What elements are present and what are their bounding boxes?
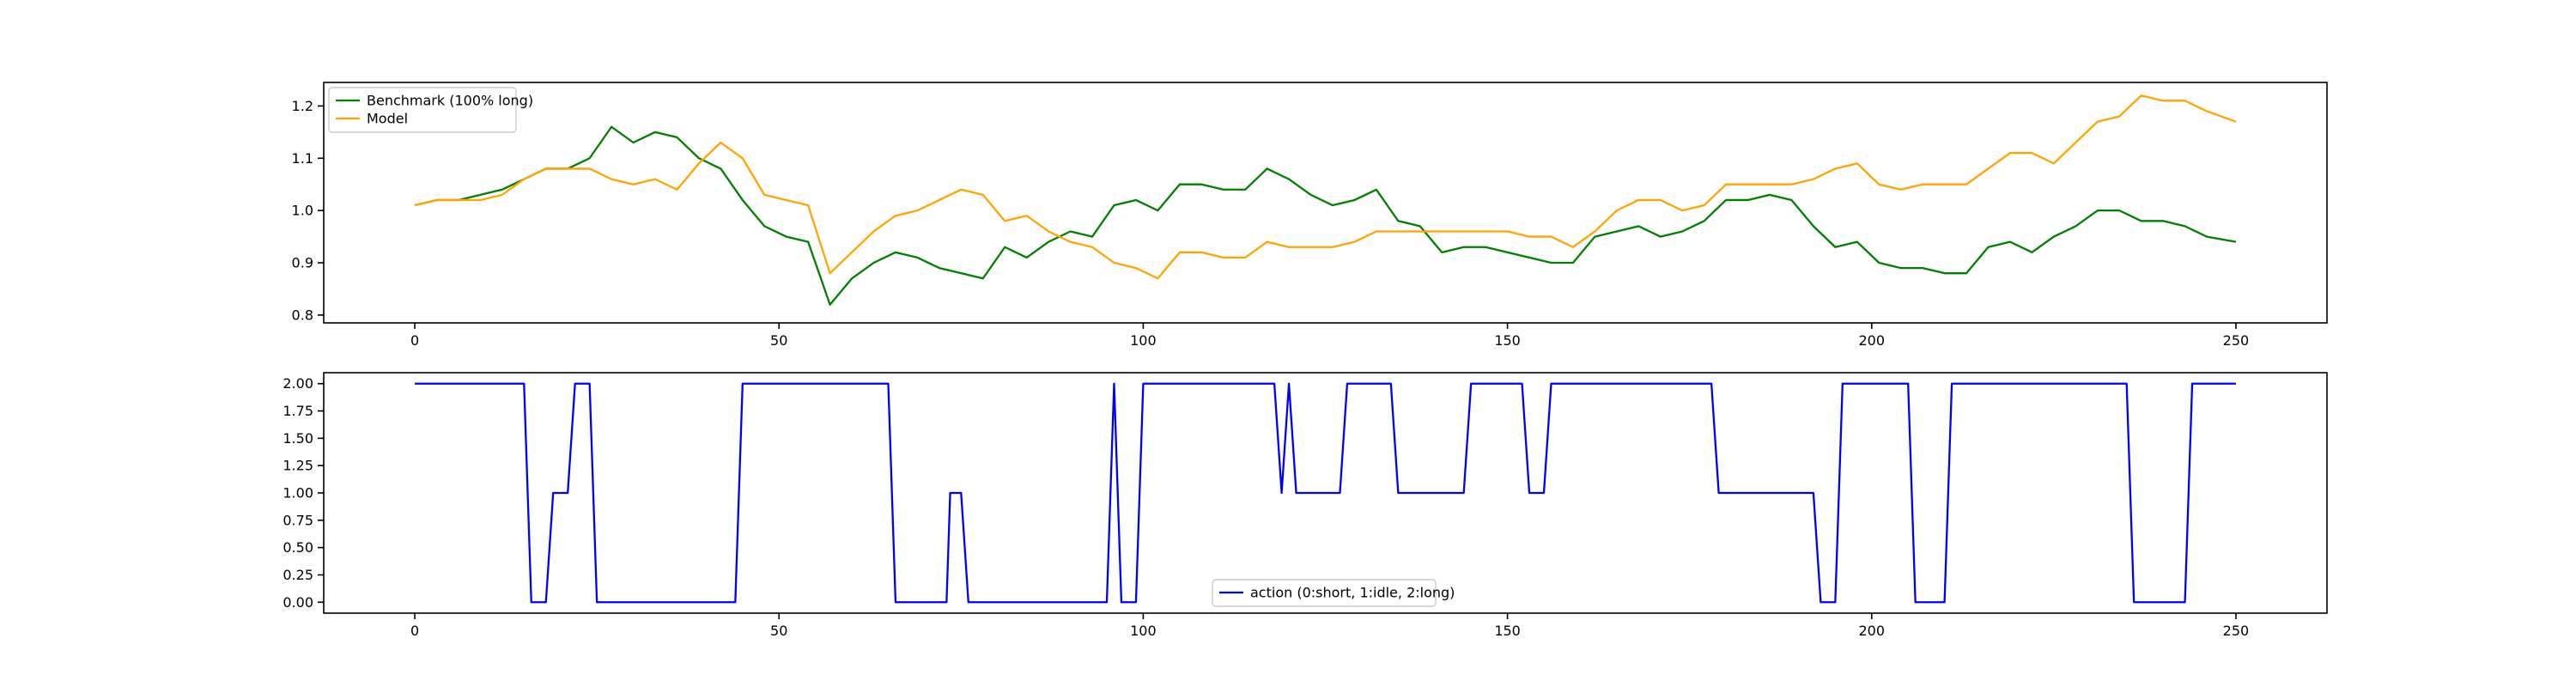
top-legend-label-model: Model xyxy=(367,111,408,127)
top-y-tick-label: 0.8 xyxy=(292,307,313,323)
bottom-y-tick-label: 1.75 xyxy=(283,403,313,419)
top-x-tick-label: 100 xyxy=(1130,332,1157,349)
bottom-y-tick-label: 0.50 xyxy=(283,539,313,556)
top-x-tick-label: 250 xyxy=(2223,332,2250,349)
top-x-tick-label: 50 xyxy=(770,332,787,349)
bottom-legend-label-action-0-short-1-idle-2-long: action (0:short, 1:idle, 2:long) xyxy=(1250,585,1455,601)
bottom-legend-box xyxy=(1212,579,1437,607)
top-x-tick-label: 0 xyxy=(410,332,419,349)
top-legend-label-benchmark-100-long: Benchmark (100% long) xyxy=(367,93,533,109)
bottom-y-tick-label: 1.50 xyxy=(283,430,313,447)
top-x-tick-label: 150 xyxy=(1494,332,1521,349)
top-y-tick-label: 1.2 xyxy=(292,98,313,114)
top-axes-benchmark-vs-model: 0 50 100 150 200 250 0.8 0.9 1.0 1.1 1.2 Benchmark … xyxy=(292,82,2328,349)
bottom-y-tick-label: 0.75 xyxy=(283,512,313,528)
bottom-y-tick-label: 0.25 xyxy=(283,567,313,583)
bottom-x-tick-label: 0 xyxy=(410,623,419,639)
top-series-line-model xyxy=(414,94,2237,280)
top-axes-frame xyxy=(323,82,2328,324)
top-legend: Benchmark (100% long) Model xyxy=(328,87,533,133)
bottom-legend: action (0:short, 1:idle, 2:long) xyxy=(1212,579,1455,607)
top-legend-box xyxy=(328,87,517,133)
bottom-series-line-action-0-short-1-idle-2-long xyxy=(415,382,2236,604)
bottom-x-tick-label: 150 xyxy=(1494,623,1521,639)
bottom-x-tick-label: 200 xyxy=(1858,623,1885,639)
bottom-x-tick-label: 50 xyxy=(770,623,787,639)
top-series-line-benchmark-100-long xyxy=(414,125,2237,306)
bottom-y-tick-label: 1.25 xyxy=(283,458,313,474)
top-x-tick-label: 200 xyxy=(1858,332,1885,349)
bottom-x-tick-label: 100 xyxy=(1130,623,1157,639)
bottom-y-tick-label: 0.00 xyxy=(283,594,313,611)
bottom-axes-action: 0 50 100 150 200 250 0.00 0.25 0.50 0.75 1.00 1.25 1… xyxy=(283,372,2328,639)
top-y-tick-label: 0.9 xyxy=(292,255,313,271)
bottom-y-tick-label: 2.00 xyxy=(283,375,313,392)
bottom-x-tick-label: 250 xyxy=(2223,623,2250,639)
bottom-y-tick-label: 1.00 xyxy=(283,485,313,502)
top-y-tick-label: 1.0 xyxy=(292,203,313,219)
top-y-tick-label: 1.1 xyxy=(292,150,313,167)
